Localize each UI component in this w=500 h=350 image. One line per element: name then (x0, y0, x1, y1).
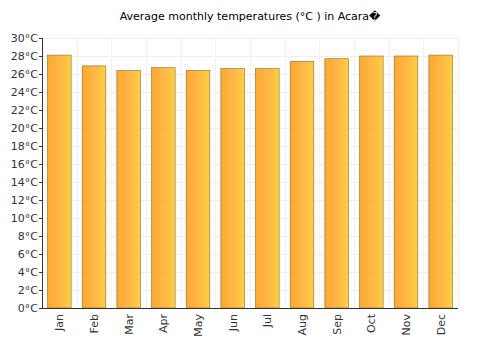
x-axis (42, 308, 458, 309)
chart: Average monthly temperatures (°C ) in Ac… (0, 0, 500, 350)
y-tick-label: 8°C (18, 230, 38, 243)
y-tick (39, 164, 42, 165)
grid-line-vertical (458, 38, 459, 308)
y-tick (39, 254, 42, 255)
bar (360, 56, 384, 308)
grid-line-vertical (111, 38, 112, 308)
bar (186, 70, 210, 308)
x-tick-label: Feb (88, 314, 101, 333)
grid-line-vertical (181, 38, 182, 308)
x-tick-label: Oct (365, 313, 378, 333)
grid-line-vertical (319, 38, 320, 308)
bar (221, 69, 245, 308)
grid-line-vertical (215, 38, 216, 308)
y-tick-label: 28°C (11, 50, 38, 63)
y-tick-label: 2°C (18, 284, 38, 297)
grid-line-vertical (423, 38, 424, 308)
grid (42, 38, 459, 308)
grid-line-vertical (389, 38, 390, 308)
y-tick-labels: 0°C 2°C 4°C 6°C 8°C 10°C 12°C 14°C 16°C 18°C 20°C 2… (11, 32, 42, 315)
y-tick-label: 14°C (11, 176, 38, 189)
grid-line-vertical (146, 38, 147, 308)
x-tick-label: Jul (261, 314, 274, 328)
y-tick-label: 0°C (18, 302, 38, 315)
y-tick (39, 146, 42, 147)
y-tick-label: 20°C (11, 122, 38, 135)
y-tick-label: 12°C (11, 194, 38, 207)
bar (429, 55, 453, 308)
y-tick-label: 22°C (11, 104, 38, 117)
bar (152, 68, 176, 308)
y-tick (39, 218, 42, 219)
y-tick-label: 10°C (11, 212, 38, 225)
bar (48, 55, 72, 308)
y-tick (39, 236, 42, 237)
y-tick (39, 92, 42, 93)
y-axis (42, 38, 43, 308)
y-tick (39, 200, 42, 201)
y-tick (39, 290, 42, 291)
x-tick-label: Aug (296, 314, 309, 335)
x-tick-label: Dec (435, 314, 448, 335)
y-tick-label: 6°C (18, 248, 38, 261)
y-tick-label: 18°C (11, 140, 38, 153)
grid-line-vertical (42, 38, 43, 308)
grid-line-vertical (250, 38, 251, 308)
y-tick (39, 182, 42, 183)
x-tick-label: Jun (227, 314, 240, 332)
y-tick (39, 38, 42, 39)
x-tick-label: Jan (53, 314, 66, 332)
x-tick-label: Mar (123, 314, 136, 335)
x-tick-label: Apr (157, 314, 170, 334)
y-tick-label: 24°C (11, 86, 38, 99)
bar (325, 59, 349, 308)
y-tick (39, 308, 42, 309)
y-tick-label: 30°C (11, 32, 38, 45)
y-tick (39, 56, 42, 57)
bar (256, 69, 280, 308)
y-tick (39, 74, 42, 75)
y-tick-label: 4°C (18, 266, 38, 279)
y-tick (39, 110, 42, 111)
bars (48, 55, 453, 308)
bar (82, 66, 106, 308)
bar (290, 61, 314, 308)
grid-line-vertical (77, 38, 78, 308)
bar (117, 70, 141, 308)
bar (394, 56, 418, 308)
y-tick (39, 272, 42, 273)
x-tick-labels: Jan Feb Mar Apr May Jun Jul Aug Sep Oct Nov Dec (53, 313, 447, 336)
y-tick (39, 128, 42, 129)
y-tick-label: 16°C (11, 158, 38, 171)
grid-line-vertical (285, 38, 286, 308)
x-tick-label: Sep (331, 314, 344, 335)
x-tick-label: May (192, 314, 205, 337)
title: Average monthly temperatures (°C ) in Ac… (120, 10, 381, 23)
x-tick-label: Nov (400, 314, 413, 336)
grid-line-vertical (354, 38, 355, 308)
y-tick-label: 26°C (11, 68, 38, 81)
